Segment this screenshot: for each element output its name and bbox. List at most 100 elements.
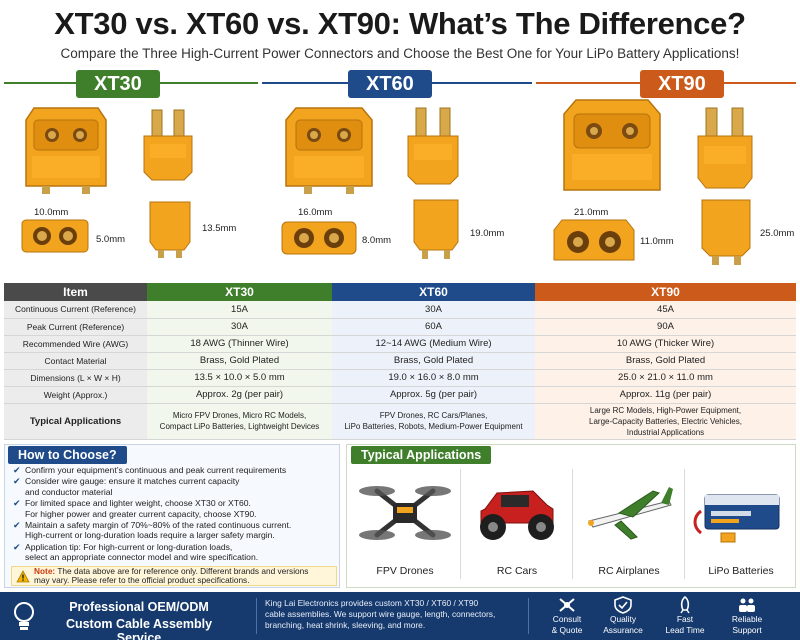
check-icon: ✔ <box>13 520 21 531</box>
page-subtitle: Compare the Three High-Current Power Con… <box>60 46 740 61</box>
item-line: Confirm your equipment’s continuous and … <box>25 465 287 475</box>
item-line: For higher power and greater current cap… <box>25 508 257 519</box>
list-item: ✔ Confirm your equipment’s continuous an… <box>13 465 337 475</box>
table-row: Continuous Current (Reference) 15A 30A 4… <box>4 301 796 319</box>
footer-banner: Professional OEM/ODM Custom Cable Assemb… <box>0 592 800 640</box>
desc-line: cable assemblies. We support wire gauge,… <box>265 609 496 619</box>
apps-line: Large RC Models, High-Power Equipment, <box>589 405 742 415</box>
feature-fast-lead-time: Fast Lead Time <box>654 596 716 635</box>
footer-description: King Lai Electronics provides custom XT3… <box>265 598 520 631</box>
application-card-fpv-drones: FPV Drones <box>351 465 459 585</box>
divider <box>572 469 573 579</box>
cell-xt90: 90A <box>535 318 796 336</box>
cell-xt30: 30A <box>147 318 332 336</box>
list-item: ✔ For limited space and lighter weight, … <box>13 498 337 519</box>
xt90-badge: XT90 <box>640 70 724 98</box>
header-item: Item <box>4 283 147 301</box>
cell-xt60: Brass, Gold Plated <box>332 352 535 370</box>
xt60-badge: XT60 <box>348 70 432 98</box>
check-icon: ✔ <box>13 465 21 475</box>
feature-label-line-2: Support <box>732 624 762 635</box>
list-item: ✔ Maintain a safety margin of 70%~80% of… <box>13 520 337 541</box>
xt60-male-connector-image <box>285 107 373 194</box>
typical-applications-box: Typical Applications FPV Drones RC Cars … <box>346 444 796 588</box>
feature-label-line-1: Reliable <box>731 614 763 624</box>
note-label: Note: <box>34 566 56 576</box>
cell-xt60-apps: FPV Drones, RC Cars/Planes, LiPo Batteri… <box>332 403 535 440</box>
check-icon: ✔ <box>13 476 21 487</box>
table-row: Dimensions (L × W × H) 13.5 × 10.0 × 5.0… <box>4 369 796 387</box>
apps-line: Large-Capacity Batteries, Electric Vehic… <box>589 416 742 426</box>
note-line-1: Note: The data above are for reference o… <box>34 566 332 576</box>
feature-label-line-1: Quality <box>609 614 637 624</box>
header-xt30: XT30 <box>147 283 332 301</box>
rocket-icon <box>680 596 690 614</box>
how-to-choose-box: How to Choose? ✔ Confirm your equipment’… <box>4 444 340 588</box>
cell-xt90: 45A <box>535 301 796 319</box>
shield-icon <box>614 596 632 614</box>
item-line: Maintain a safety margin of 70%~80% of t… <box>25 520 292 531</box>
apps-line: FPV Drones, RC Cars/Planes, <box>379 411 488 420</box>
cell-xt30: Approx. 2g (per pair) <box>147 386 332 404</box>
feature-quality-assurance: Quality Assurance <box>592 596 654 635</box>
xt60-length-label: 19.0mm <box>470 228 505 239</box>
apps-line: LiPo Batteries, Robots, Medium-Power Equ… <box>344 422 523 431</box>
table-row-applications: Typical Applications Micro FPV Drones, M… <box>4 403 796 440</box>
cell-xt90: 10 AWG (Thicker Wire) <box>535 335 796 353</box>
table-row: Peak Current (Reference) 30A 60A 90A <box>4 318 796 336</box>
cell-xt90: Approx. 11g (per pair) <box>535 386 796 404</box>
cell-xt60: Approx. 5g (per pair) <box>332 386 535 404</box>
desc-line: branching, heat shrink, sleeving, and mo… <box>265 620 426 630</box>
cell-xt30: Brass, Gold Plated <box>147 352 332 370</box>
drone-icon <box>359 486 451 540</box>
xt60-female-connector-image <box>407 107 459 185</box>
check-icon: ✔ <box>13 498 21 509</box>
cell-xt60: 19.0 × 16.0 × 8.0 mm <box>332 369 535 387</box>
desc-line: King Lai Electronics provides custom XT3… <box>265 598 479 608</box>
note-text-1: The data above are for reference only. D… <box>57 566 309 576</box>
header-xt60: XT60 <box>332 283 535 301</box>
xt30-male-connector-image <box>25 107 107 194</box>
cell-xt60: 60A <box>332 318 535 336</box>
cell-xt30: 13.5 × 10.0 × 5.0 mm <box>147 369 332 387</box>
how-to-choose-list: ✔ Confirm your equipment’s continuous an… <box>13 465 337 564</box>
header-xt90: XT90 <box>535 283 796 301</box>
cell-xt90: Brass, Gold Plated <box>535 352 796 370</box>
xt90-male-connector-image <box>563 99 661 191</box>
cell-xt90-apps: Large RC Models, High-Power Equipment, L… <box>535 403 796 440</box>
list-item: ✔ Consider wire gauge: ensure it matches… <box>13 476 337 497</box>
row-label: Recommended Wire (AWG) <box>4 335 147 353</box>
xt30-length-label: 13.5mm <box>202 223 237 234</box>
xt60-height-label: 8.0mm <box>362 235 392 246</box>
xt30-width-label: 10.0mm <box>34 207 69 218</box>
feature-label-line-2: Lead Time <box>665 624 705 635</box>
apps-line: Industrial Applications <box>626 427 705 437</box>
feature-label-line-2: Assurance <box>603 624 643 635</box>
cell-xt90: 25.0 × 21.0 × 11.0 mm <box>535 369 796 387</box>
application-card-rc-airplanes: RC Airplanes <box>575 465 683 585</box>
xt90-side-view-image <box>701 199 751 265</box>
note-text-2: may vary. Please refer to the official p… <box>34 575 250 586</box>
application-label: RC Airplanes <box>598 565 660 577</box>
row-label: Contact Material <box>4 352 147 370</box>
xt90-height-label: 11.0mm <box>640 236 674 247</box>
application-label: FPV Drones <box>376 565 434 577</box>
page-title: XT30 vs. XT60 vs. XT90: What’s The Diffe… <box>54 6 746 41</box>
item-line: Application tip: For high-current or lon… <box>25 541 233 552</box>
team-icon <box>739 598 755 612</box>
xt90-panel: XT90 21.0mm 11.0mm 25.0mm <box>536 70 796 278</box>
xt30-side-view-image <box>149 201 191 258</box>
disclaimer-note: Note: The data above are for reference o… <box>11 566 337 586</box>
row-label: Typical Applications <box>4 403 147 440</box>
item-line: Consider wire gauge: ensure it matches c… <box>25 476 240 487</box>
lightbulb-icon <box>14 602 34 630</box>
consult-icon <box>559 598 575 612</box>
battery-icon <box>693 494 780 543</box>
item-line: and conductor material <box>25 486 113 497</box>
table-header-row: Item XT30 XT60 XT90 <box>4 283 796 301</box>
row-label: Peak Current (Reference) <box>4 318 147 336</box>
apps-line: Micro FPV Drones, Micro RC Models, <box>172 411 307 420</box>
table-row: Contact Material Brass, Gold Plated Bras… <box>4 352 796 370</box>
row-label: Dimensions (L × W × H) <box>4 369 147 387</box>
cell-xt30: 15A <box>147 301 332 319</box>
